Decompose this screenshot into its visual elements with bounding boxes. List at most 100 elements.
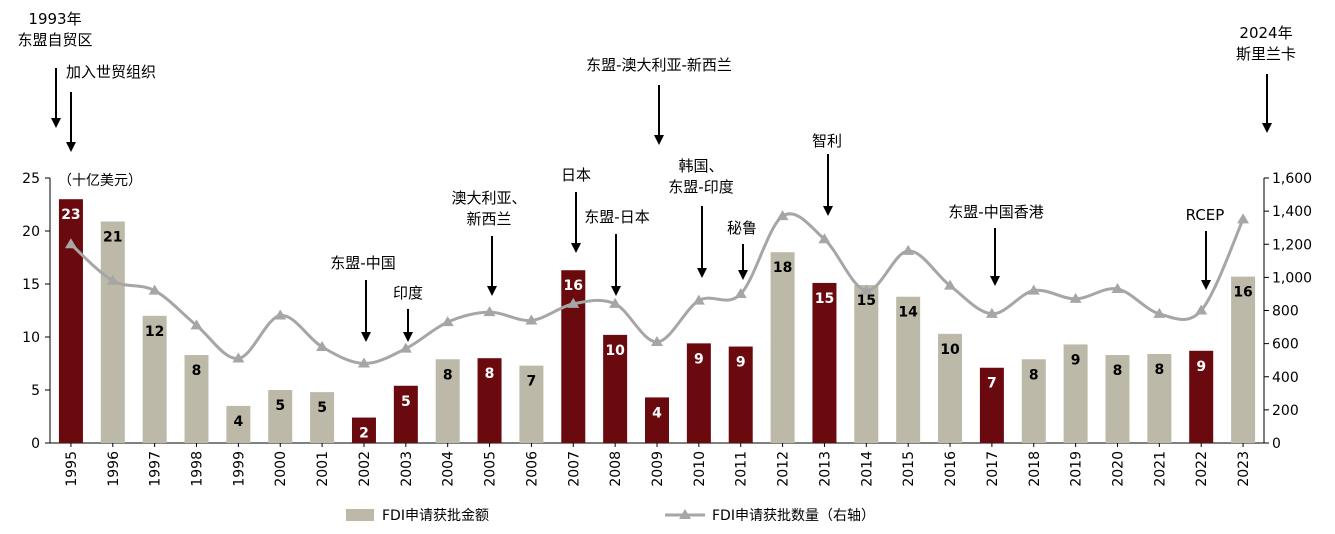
bar [310,392,335,443]
bar [603,334,628,443]
line-point-marker [106,274,119,285]
bar [58,199,83,443]
line-series [64,210,1250,368]
bar-data-label: 9 [694,351,704,367]
x-axis-tick-label: 2012 [776,451,792,487]
annotation-arrowhead [1262,123,1272,133]
left-axis-tick-label: 5 [31,383,40,399]
annotation-text: 韩国、 [678,157,723,175]
annotation-text: 东盟-印度 [668,178,733,196]
line-point-marker [860,284,873,295]
line-point-marker [399,342,412,353]
right-axis-tick-label: 800 [1272,304,1299,320]
x-axis-tick-label: 2002 [357,451,373,487]
bar-data-label: 5 [317,400,327,416]
line-point-marker [64,238,77,249]
right-axis-tick-label: 1,000 [1272,270,1312,286]
bar [812,282,837,443]
annotation: RCEP [1186,206,1224,290]
annotation-text: 秘鲁 [727,219,757,237]
bar [728,346,753,443]
line-point-marker [734,287,747,298]
bar-data-label: 12 [145,324,164,340]
x-axis-tick-label: 2005 [483,451,499,487]
right-axis-tick-label: 600 [1272,337,1299,353]
bar [184,355,209,443]
x-axis-tick-label: 2003 [399,451,415,487]
annotation: 东盟-中国香港 [948,203,1044,286]
x-axis-tick-label: 2018 [1027,451,1043,487]
left-axis-tick-label: 15 [22,277,40,293]
x-axis-tick-label: 2017 [985,451,1001,487]
annotation-text: 1993年 [28,10,81,28]
bar [979,367,1004,443]
line-point-marker [776,210,789,221]
x-axis-tick-label: 2004 [441,451,457,487]
left-axis-tick-label: 10 [22,330,40,346]
bar-data-label: 23 [61,207,80,223]
line-point-marker [985,307,998,318]
x-axis-tick-label: 2011 [734,451,750,487]
annotation: 韩国、东盟-印度 [668,157,734,278]
right-axis-tick-label: 1,400 [1272,204,1312,220]
line-point-marker [1111,282,1124,293]
line-point-marker [274,309,287,320]
bar-data-label: 7 [527,374,537,390]
annotation-text: 智利 [812,132,842,150]
annotation: 日本 [561,166,591,253]
x-axis-tick-label: 1996 [106,451,122,487]
bar-data-label: 9 [1196,359,1206,375]
bar-data-label: 18 [773,260,792,276]
line-point-marker [567,297,580,308]
annotation-arrowhead [611,286,621,296]
annotation-text: 东盟-中国香港 [948,203,1043,221]
bar [1147,353,1172,443]
bar [896,296,921,443]
line-point-marker [148,284,161,295]
bar-data-label: 9 [1071,352,1081,368]
x-axis-tick-label: 1998 [190,451,206,487]
line-point-marker [441,316,454,327]
bar-data-label: 7 [987,376,997,392]
annotation-text: 加入世贸组织 [66,63,156,81]
line-point-marker [902,244,915,255]
annotation-text: 澳大利亚、 [451,189,526,207]
x-axis-tick-label: 1997 [148,451,164,487]
x-axis-tick-label: 2020 [1110,451,1126,487]
bar-data-label: 8 [443,367,453,383]
line-point-marker [190,319,203,330]
x-axis-tick-label: 2022 [1194,451,1210,487]
x-axis-tick-label: 2019 [1069,451,1085,487]
annotation: 东盟-日本 [584,208,650,296]
bar-data-label: 16 [1233,285,1252,301]
legend-line-label: FDI申请获批数量（右轴） [712,508,875,524]
x-axis-tick-label: 2001 [315,451,331,487]
line-point-marker [692,294,705,305]
line-point-marker [651,335,663,346]
x-axis-tick-label: 2016 [943,451,959,487]
line-point-marker [1195,304,1208,315]
left-axis-tick-label: 20 [22,224,40,240]
annotation-text: 斯里兰卡 [1236,45,1296,63]
bar-data-label: 16 [564,278,583,294]
line-point-marker [525,314,538,325]
right-axis-tick-label: 0 [1272,436,1281,452]
bar [477,358,502,443]
x-axis-tick-label: 1999 [231,451,247,487]
annotation-text: 新西兰 [466,210,511,228]
bar-data-label: 4 [652,405,662,421]
annotation-arrowhead [738,270,748,280]
annotation: 秘鲁 [727,219,757,280]
bar-data-label: 21 [103,229,122,245]
annotation: 印度 [393,284,423,342]
count-line [69,212,1245,366]
right-axis-tick-label: 1,600 [1272,171,1312,187]
bar [268,390,293,443]
bar-data-label: 8 [1029,367,1039,383]
bar-data-label: 8 [192,363,202,379]
line-point-marker [818,233,831,244]
x-axis-tick-label: 1995 [64,451,80,487]
bar-data-label: 2 [359,426,369,442]
